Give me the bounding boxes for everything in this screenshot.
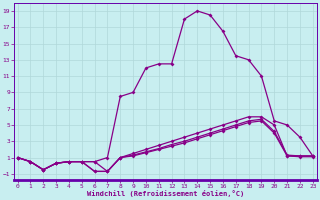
X-axis label: Windchill (Refroidissement éolien,°C): Windchill (Refroidissement éolien,°C)	[87, 190, 244, 197]
